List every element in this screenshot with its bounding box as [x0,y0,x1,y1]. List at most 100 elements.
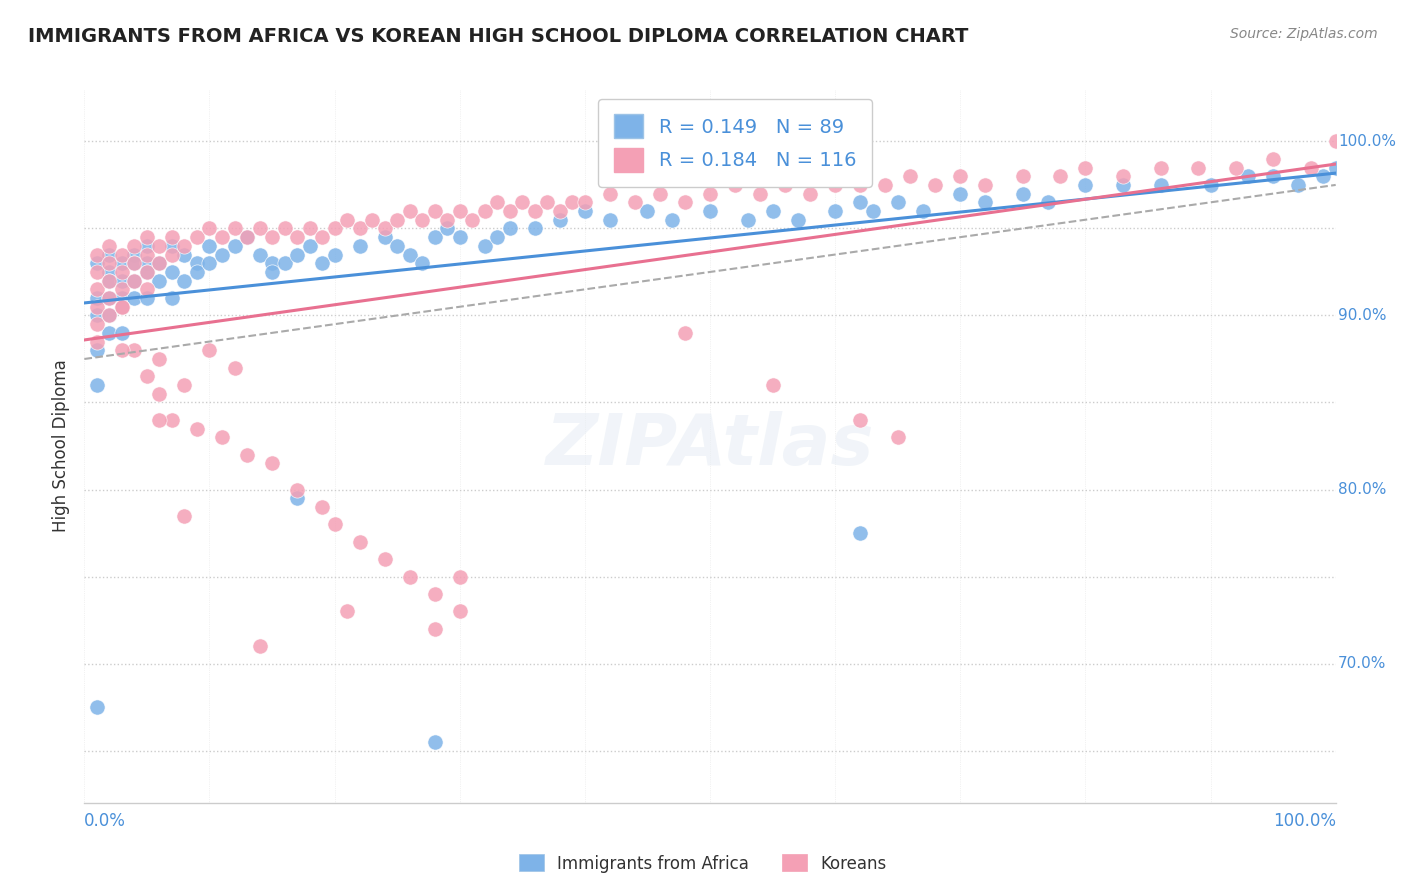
Point [824,204,846,219]
Point [124,274,146,288]
Text: 0.0%: 0.0% [84,812,127,830]
Point [1187,161,1209,175]
Point [349,534,371,549]
Point [111,291,134,305]
Point [1074,161,1097,175]
Point [111,300,134,314]
Point [136,230,159,244]
Point [1286,178,1309,192]
Point [262,265,284,279]
Point [262,230,284,244]
Point [111,265,134,279]
Point [661,212,683,227]
Point [574,195,596,210]
Point [949,169,972,184]
Point [875,178,897,192]
Point [136,282,159,296]
Point [198,256,221,270]
Point [749,186,772,201]
Point [773,178,796,192]
Text: 100.0%: 100.0% [1272,812,1336,830]
Point [898,169,921,184]
Point [1237,169,1260,184]
Point [1324,161,1347,175]
Point [298,221,321,235]
Point [285,230,308,244]
Point [148,351,170,366]
Point [398,204,420,219]
Point [86,317,108,331]
Point [385,212,409,227]
Point [474,239,496,253]
Point [887,195,910,210]
Point [423,230,446,244]
Point [673,195,696,210]
Point [361,212,384,227]
Point [349,221,371,235]
Point [323,221,346,235]
Point [124,256,146,270]
Point [98,274,121,288]
Point [249,247,271,261]
Point [111,247,134,261]
Point [124,291,146,305]
Point [423,735,446,749]
Point [1263,152,1285,166]
Point [849,413,872,427]
Point [374,230,396,244]
Point [737,212,759,227]
Point [523,204,546,219]
Point [186,256,208,270]
Point [148,256,170,270]
Point [186,265,208,279]
Point [924,178,946,192]
Point [486,230,509,244]
Point [1263,169,1285,184]
Point [148,386,170,401]
Point [1149,161,1171,175]
Point [599,212,621,227]
Point [98,309,121,323]
Text: 90.0%: 90.0% [1339,308,1386,323]
Point [186,230,208,244]
Point [949,186,972,201]
Point [323,247,346,261]
Point [111,274,134,288]
Point [86,256,108,270]
Point [98,239,121,253]
Legend: Immigrants from Africa, Koreans: Immigrants from Africa, Koreans [512,847,894,880]
Point [136,369,159,384]
Point [236,230,259,244]
Point [124,274,146,288]
Point [336,212,359,227]
Point [398,247,420,261]
Point [224,239,246,253]
Point [423,587,446,601]
Point [86,300,108,314]
Point [1149,178,1171,192]
Point [1012,186,1035,201]
Point [160,291,183,305]
Point [349,239,371,253]
Point [249,639,271,653]
Point [136,239,159,253]
Point [124,239,146,253]
Point [136,265,159,279]
Point [86,334,108,349]
Point [262,256,284,270]
Point [436,221,458,235]
Point [486,195,509,210]
Point [423,622,446,636]
Point [548,204,571,219]
Point [111,343,134,358]
Point [86,378,108,392]
Point [236,448,259,462]
Point [86,265,108,279]
Point [224,360,246,375]
Point [98,265,121,279]
Point [285,483,308,497]
Point [374,552,396,566]
Point [1112,169,1135,184]
Point [86,700,108,714]
Point [311,256,333,270]
